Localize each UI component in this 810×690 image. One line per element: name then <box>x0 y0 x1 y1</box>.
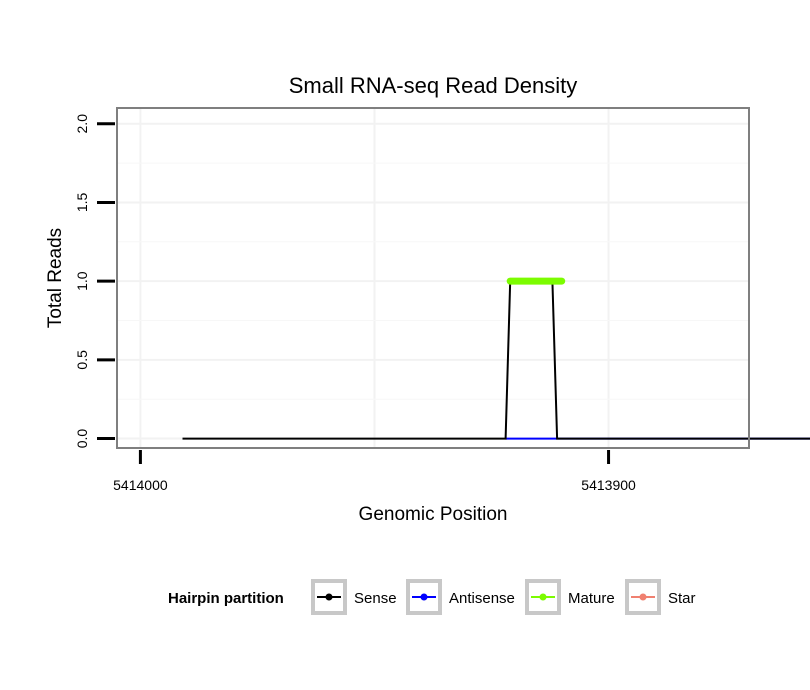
legend-item-star: Star <box>625 579 696 615</box>
x-axis-label: Genomic Position <box>359 504 508 525</box>
legend-item-antisense: Antisense <box>406 579 515 615</box>
plot-background <box>117 108 749 448</box>
plot-area <box>117 108 749 448</box>
legend-title: Hairpin partition <box>168 590 284 607</box>
y-tick-label: 1.5 <box>74 193 90 213</box>
y-tick-label: 2.0 <box>74 114 90 134</box>
series-layer <box>182 277 810 440</box>
y-tick-label: 1.0 <box>74 271 90 291</box>
x-tick-label: 5413900 <box>581 477 636 493</box>
x-tick-label: 5414000 <box>113 477 168 493</box>
legend-label-antisense: Antisense <box>449 590 515 607</box>
x-axis: 5414000 5413900 <box>113 450 636 493</box>
legend-key-dot <box>539 593 547 601</box>
legend-label-mature: Mature <box>568 590 615 607</box>
legend: Hairpin partition Sense Antisense Mature St… <box>168 579 696 615</box>
legend-label-star: Star <box>668 590 696 607</box>
legend-key-dot <box>639 593 647 601</box>
legend-key-dot <box>420 593 428 601</box>
legend-item-sense: Sense <box>311 579 397 615</box>
plot-border <box>116 107 750 449</box>
legend-items: Sense Antisense Mature Star <box>311 579 696 615</box>
legend-key-dot <box>325 593 333 601</box>
y-tick-label: 0.5 <box>74 350 90 370</box>
y-axis: 0.0 0.5 1.0 1.5 2.0 <box>74 114 115 448</box>
y-tick-label: 0.0 <box>74 429 90 449</box>
legend-item-mature: Mature <box>525 579 615 615</box>
legend-label-sense: Sense <box>354 590 397 607</box>
chart-title: Small RNA-seq Read Density <box>289 73 578 98</box>
y-axis-label: Total Reads <box>45 228 66 328</box>
